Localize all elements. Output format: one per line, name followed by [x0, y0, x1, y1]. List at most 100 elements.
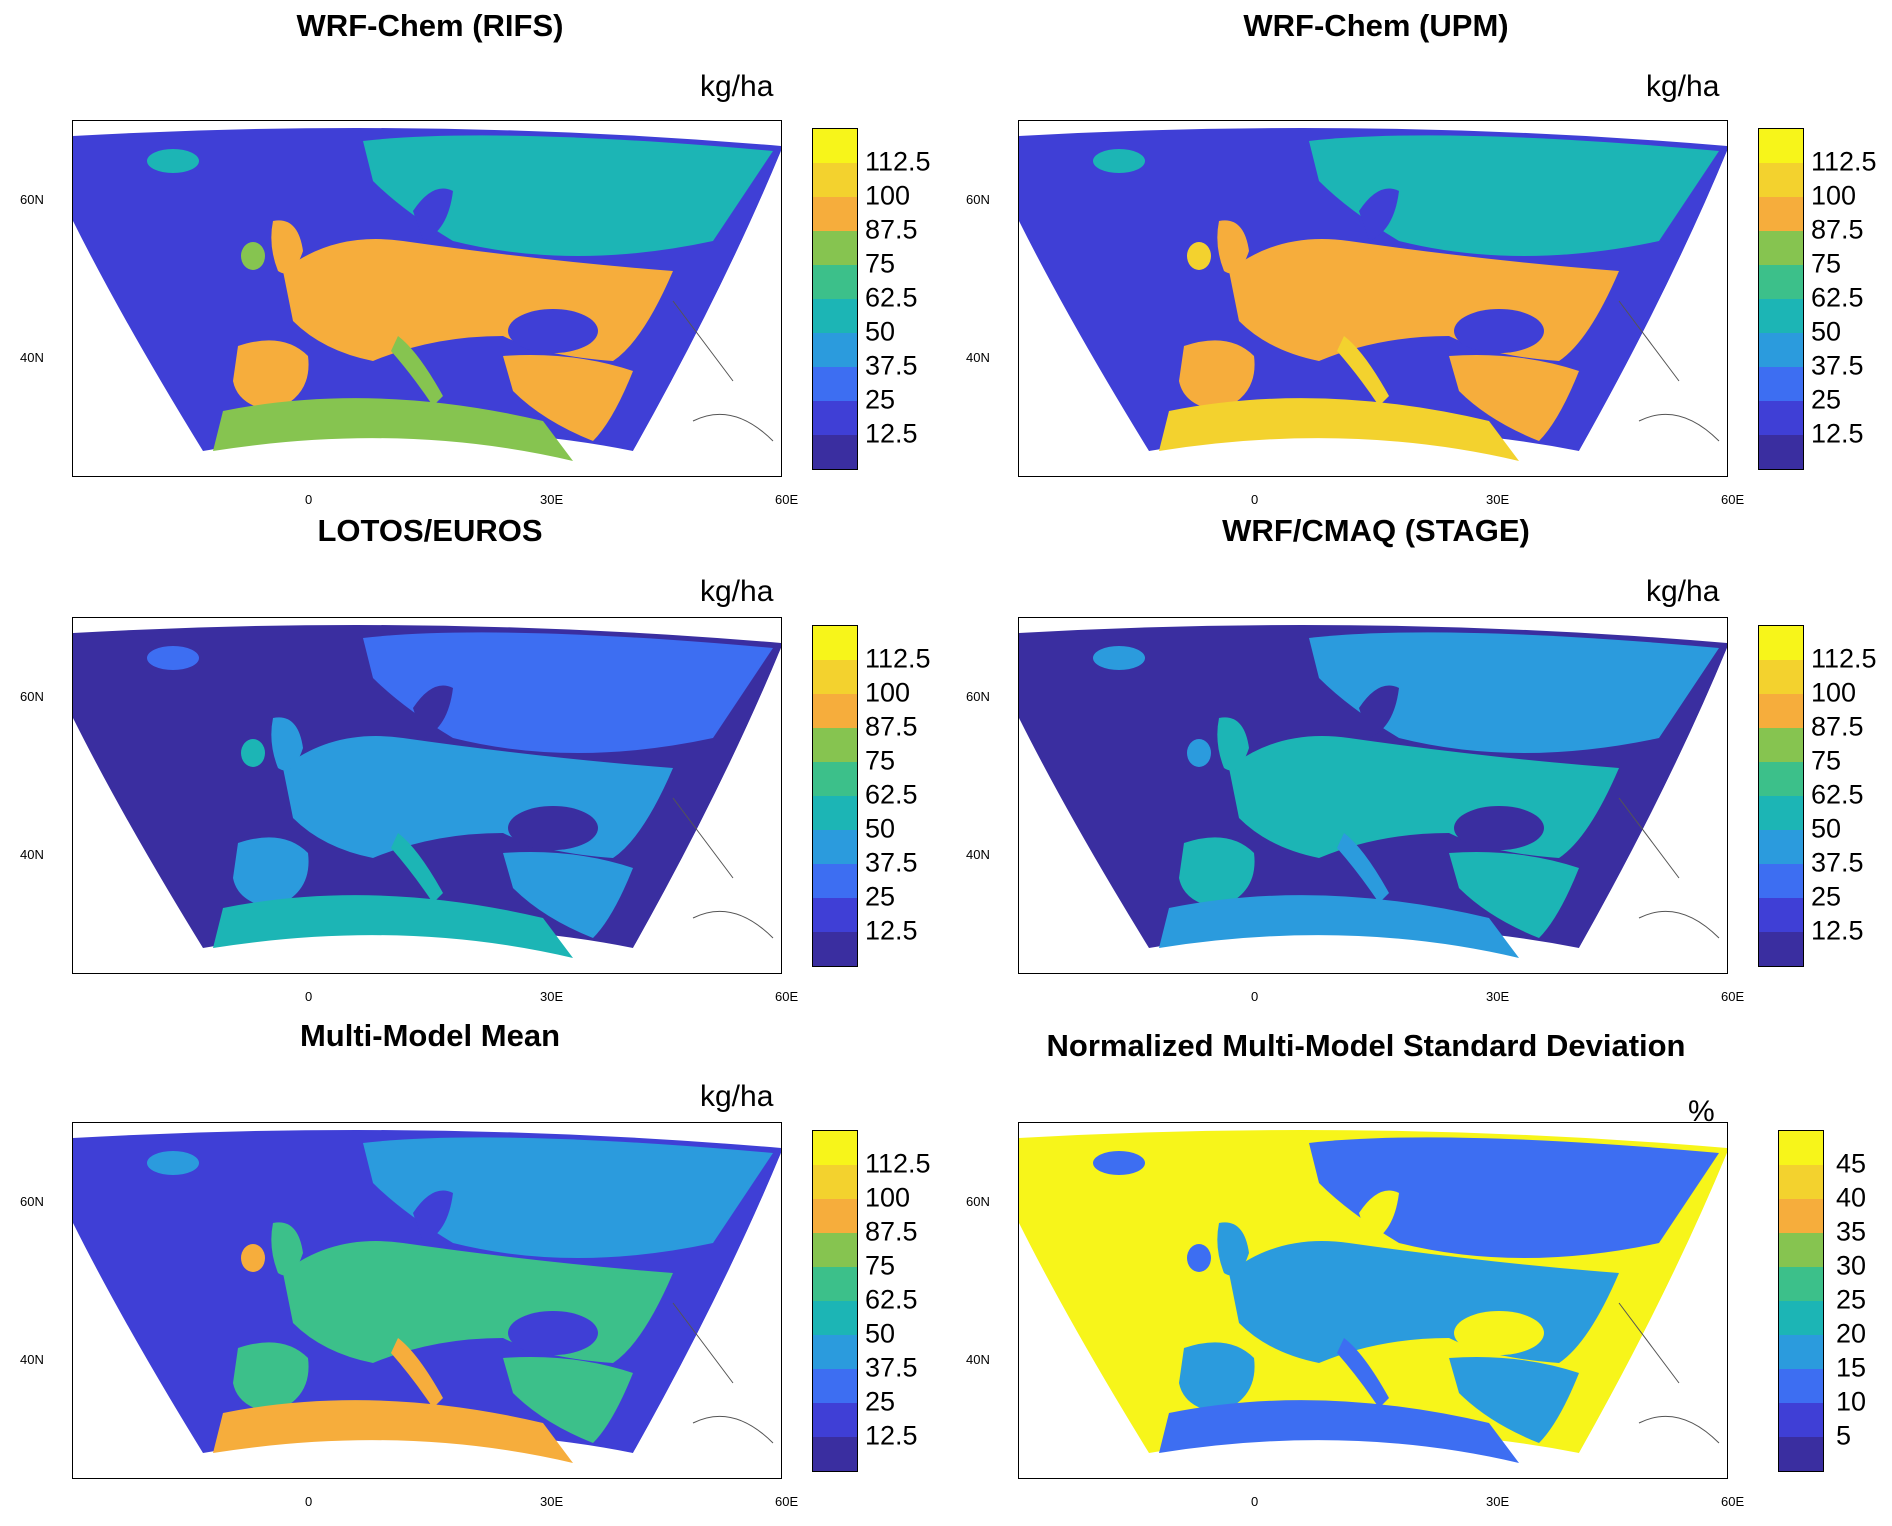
iceland-land	[147, 646, 199, 670]
colorbar-segment	[813, 197, 857, 231]
black-sea	[1454, 806, 1544, 850]
colorbar-segment	[1779, 1437, 1823, 1471]
colorbar-label: 12.5	[865, 418, 918, 449]
colorbar-segment	[1759, 762, 1803, 796]
north-africa-land	[1159, 398, 1519, 461]
outside-domain	[1579, 151, 1727, 476]
north-africa-land	[1159, 895, 1519, 958]
colorbar-segment	[1779, 1199, 1823, 1233]
colorbar-label: 112.5	[865, 1148, 931, 1179]
baltic-sea	[1359, 685, 1399, 738]
iceland-land	[147, 1151, 199, 1175]
black-sea	[508, 806, 598, 850]
colorbar-label: 62.5	[865, 282, 918, 313]
colorbar-label: 25	[1836, 1284, 1867, 1315]
turkey-land	[503, 852, 633, 938]
british-isles-land	[271, 220, 303, 274]
iceland-land	[1093, 646, 1145, 670]
lat-tick-label: 40N	[966, 350, 990, 365]
colorbar-label: 100	[865, 677, 911, 708]
colorbar-label: 25	[1811, 384, 1842, 415]
ireland-land	[1187, 1244, 1211, 1272]
colorbar-segment	[1759, 231, 1803, 265]
turkey-land	[1449, 355, 1579, 441]
colorbar-label: 112.5	[865, 643, 931, 674]
colorbar-segment	[1759, 265, 1803, 299]
lat-tick-label: 60N	[20, 1194, 44, 1209]
colorbar-segment	[1779, 1131, 1823, 1165]
lon-tick-label: 0	[305, 989, 313, 1004]
panel-title: LOTOS/EUROS	[317, 513, 543, 548]
colorbar-label: 62.5	[865, 779, 918, 810]
map-panel: WRF-Chem (RIFS) kg/ha 60N 40N 0 30E 60E 12.5 25 3…	[0, 0, 946, 507]
ireland-land	[241, 739, 265, 767]
ireland-land	[1187, 739, 1211, 767]
lon-tick-label: 0	[305, 492, 313, 507]
lat-tick-label: 60N	[20, 192, 44, 207]
colorbar-label: 87.5	[1811, 214, 1864, 245]
ireland-land	[241, 1244, 265, 1272]
ireland-land	[1187, 242, 1211, 270]
lon-tick-label: 60E	[775, 989, 799, 1004]
turkey-land	[1449, 1357, 1579, 1443]
iceland-land	[147, 149, 199, 173]
black-sea	[508, 1311, 598, 1355]
colorbar-segment	[1759, 898, 1803, 932]
turkey-land	[1449, 852, 1579, 938]
map-plot	[72, 120, 782, 477]
map-panel: WRF/CMAQ (STAGE) kg/ha 60N 40N 0 30E 60E 12.5 25…	[946, 505, 1892, 1010]
colorbar-segment	[813, 1369, 857, 1403]
colorbar-segment	[813, 1267, 857, 1301]
map-panel: LOTOS/EUROS kg/ha 60N 40N 0 30E 60E 12.5 25 37.5 5…	[0, 505, 946, 1010]
british-isles-land	[271, 1222, 303, 1276]
unit-label: kg/ha	[700, 1080, 774, 1113]
colorbar-label: 100	[865, 1182, 911, 1213]
unit-label: kg/ha	[700, 575, 774, 608]
colorbar-segment	[813, 367, 857, 401]
colorbar	[1758, 625, 1804, 967]
colorbar-label: 15	[1836, 1352, 1867, 1383]
colorbar-segment	[1779, 1403, 1823, 1437]
colorbar-label: 37.5	[865, 350, 918, 381]
colorbar-label: 12.5	[1811, 418, 1864, 449]
colorbar-label: 87.5	[865, 1216, 918, 1247]
colorbar-label: 12.5	[865, 915, 918, 946]
colorbar-segment	[813, 660, 857, 694]
scandinavia-russia-land	[363, 1137, 773, 1258]
lon-tick-label: 0	[1251, 989, 1259, 1004]
lon-tick-label: 60E	[1721, 492, 1745, 507]
colorbar-segment	[813, 163, 857, 197]
colorbar-segment	[1759, 864, 1803, 898]
north-africa-land	[1159, 1400, 1519, 1463]
colorbar-label: 50	[1811, 813, 1842, 844]
colorbar-segment	[813, 1131, 857, 1165]
outside-domain	[1579, 1153, 1727, 1478]
colorbar-segment	[1759, 299, 1803, 333]
iberia-land	[1179, 340, 1255, 411]
colorbar-label: 50	[865, 316, 896, 347]
colorbar-label: 75	[1811, 248, 1842, 279]
scandinavia-russia-land	[363, 135, 773, 256]
colorbar-segment	[813, 626, 857, 660]
british-isles-land	[271, 717, 303, 771]
italy-land	[391, 1338, 443, 1408]
colorbar-segment	[813, 932, 857, 966]
turkey-land	[503, 355, 633, 441]
lon-tick-label: 0	[1251, 492, 1259, 507]
map-plot	[72, 1122, 782, 1479]
lat-tick-label: 60N	[966, 689, 990, 704]
italy-land	[1337, 336, 1389, 406]
colorbar-label: 50	[865, 1318, 896, 1349]
colorbar-segment	[813, 796, 857, 830]
colorbar-label: 62.5	[1811, 779, 1864, 810]
panel-title: Normalized Multi-Model Standard Deviatio…	[1046, 1028, 1686, 1063]
colorbar-segment	[1759, 694, 1803, 728]
panel-title: WRF-Chem (RIFS)	[296, 8, 564, 43]
black-sea	[508, 309, 598, 353]
colorbar-label: 30	[1836, 1250, 1867, 1281]
map-panel: WRF-Chem (UPM) kg/ha 60N 40N 0 30E 60E 12.5 25 37…	[946, 0, 1892, 507]
colorbar-segment	[813, 694, 857, 728]
colorbar-label: 5	[1836, 1420, 1852, 1451]
outside-domain	[633, 151, 781, 476]
colorbar-label: 25	[865, 1386, 896, 1417]
